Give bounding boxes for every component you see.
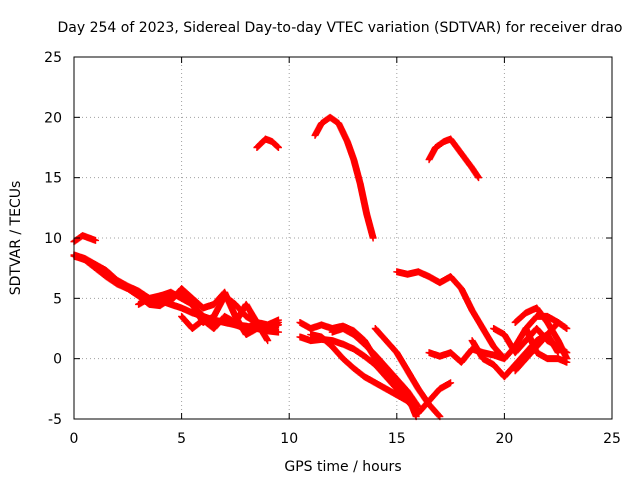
x-tick-label: 25 bbox=[603, 431, 621, 447]
series-markers bbox=[511, 304, 571, 363]
x-axis-label: GPS time / hours bbox=[284, 459, 401, 475]
grid bbox=[74, 57, 612, 419]
y-tick-label: 10 bbox=[44, 231, 62, 247]
series-arc-21 bbox=[522, 325, 571, 366]
series-arc-11 bbox=[307, 331, 422, 417]
series-arc-15 bbox=[425, 135, 483, 182]
series-markers bbox=[511, 318, 571, 375]
series-markers bbox=[393, 268, 508, 363]
series-arc-12 bbox=[328, 325, 422, 411]
series-markers bbox=[311, 113, 377, 242]
y-tick-label: 15 bbox=[44, 171, 62, 187]
series-arc-14 bbox=[393, 268, 508, 363]
data-points bbox=[70, 113, 571, 421]
series-markers bbox=[490, 325, 571, 357]
series-markers bbox=[371, 325, 444, 421]
x-tick-label: 5 bbox=[177, 431, 186, 447]
y-tick-label: -5 bbox=[48, 412, 62, 428]
y-tick-label: 5 bbox=[53, 291, 62, 307]
series-markers bbox=[156, 285, 282, 339]
series-markers bbox=[328, 325, 422, 411]
x-tick-label: 10 bbox=[280, 431, 298, 447]
series-markers bbox=[253, 135, 282, 151]
x-tick-label: 15 bbox=[388, 431, 406, 447]
y-tick-label: 0 bbox=[53, 352, 62, 368]
series-arc-7 bbox=[253, 135, 282, 151]
y-tick-label: 25 bbox=[44, 50, 62, 66]
series-arc-20 bbox=[511, 304, 571, 363]
series-arc-6 bbox=[156, 285, 282, 339]
series-markers bbox=[307, 331, 422, 417]
series-markers bbox=[70, 232, 100, 246]
axis-ticks: 0 5 10 15 20 25 -5 0 5 10 15 20 25 bbox=[44, 50, 621, 447]
series-arc-1 bbox=[70, 232, 100, 246]
series-arc-8 bbox=[311, 113, 377, 242]
series-arc-18 bbox=[490, 325, 571, 357]
series-markers bbox=[522, 325, 571, 366]
y-tick-label: 20 bbox=[44, 110, 62, 126]
x-tick-label: 20 bbox=[495, 431, 513, 447]
series-arc-13 bbox=[371, 325, 444, 421]
series-markers bbox=[425, 135, 483, 182]
x-tick-label: 0 bbox=[70, 431, 79, 447]
chart-title: Day 254 of 2023, Sidereal Day-to-day VTE… bbox=[57, 20, 622, 36]
y-axis-label: SDTVAR / TECUs bbox=[8, 181, 24, 296]
series-arc-19 bbox=[511, 318, 571, 375]
